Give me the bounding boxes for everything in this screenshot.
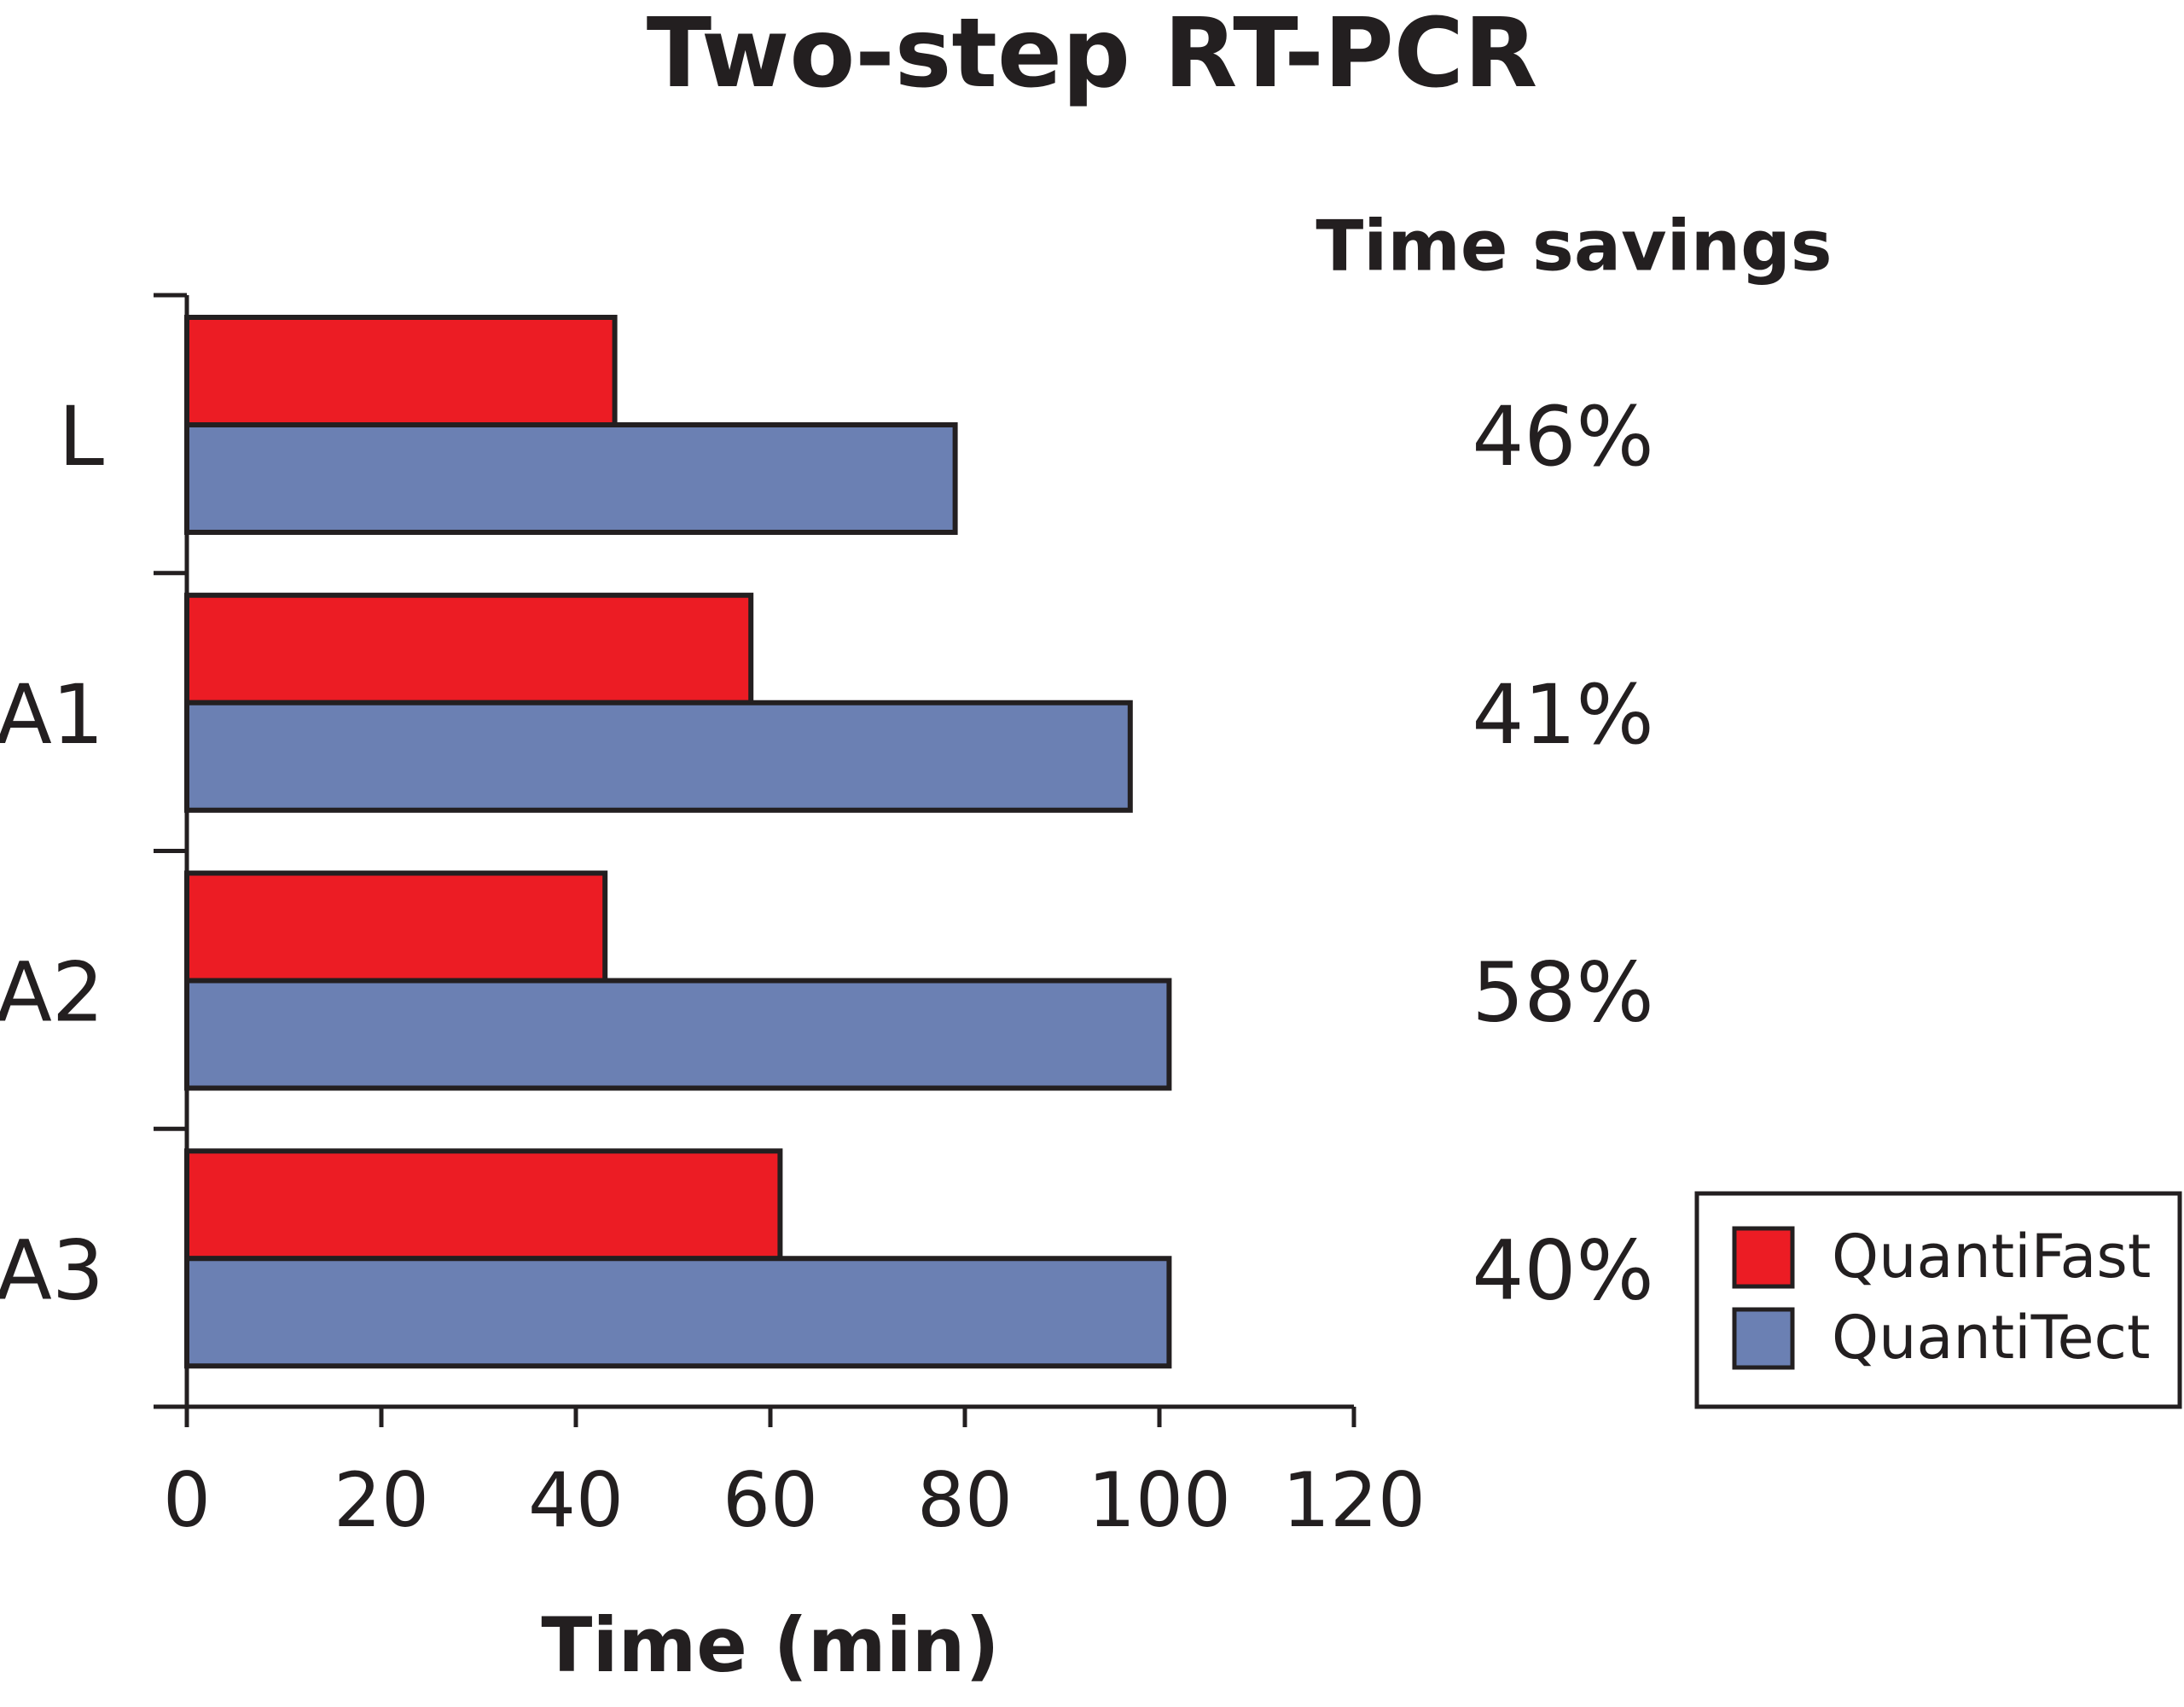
y-tick-label: A1 <box>0 667 104 763</box>
bar <box>184 870 608 984</box>
bar <box>184 978 1172 1091</box>
annotation-title: Time savings <box>1316 206 1832 287</box>
y-tick-label: L <box>59 389 104 485</box>
annotation: 40% <box>1472 1222 1653 1318</box>
annotation: 58% <box>1472 945 1653 1041</box>
x-tick-label: 80 <box>917 1456 1013 1544</box>
x-tick-label: 20 <box>334 1456 429 1544</box>
bar <box>184 315 618 427</box>
bar <box>184 592 754 705</box>
y-tick-label: A2 <box>0 945 104 1041</box>
legend-label: QuantiTect <box>1832 1303 2150 1373</box>
bar <box>184 1256 1172 1369</box>
x-axis-label: Time (min) <box>541 1601 999 1689</box>
x-tick-label: 60 <box>723 1456 818 1544</box>
annotation: 41% <box>1472 667 1653 763</box>
bar <box>184 700 1133 813</box>
y-tick-label: A3 <box>0 1222 104 1318</box>
legend-swatch <box>1732 1226 1795 1289</box>
annotation: 46% <box>1472 389 1653 485</box>
chart-title: Two-step RT-PCR <box>647 0 1537 109</box>
x-tick-label: 100 <box>1088 1456 1231 1544</box>
legend-label: QuantiFast <box>1832 1222 2151 1292</box>
bar <box>184 422 958 535</box>
x-tick-label: 0 <box>163 1456 211 1544</box>
legend-swatch <box>1732 1307 1795 1370</box>
x-tick-label: 40 <box>528 1456 624 1544</box>
x-tick-label: 120 <box>1282 1456 1426 1544</box>
bar <box>184 1148 783 1262</box>
